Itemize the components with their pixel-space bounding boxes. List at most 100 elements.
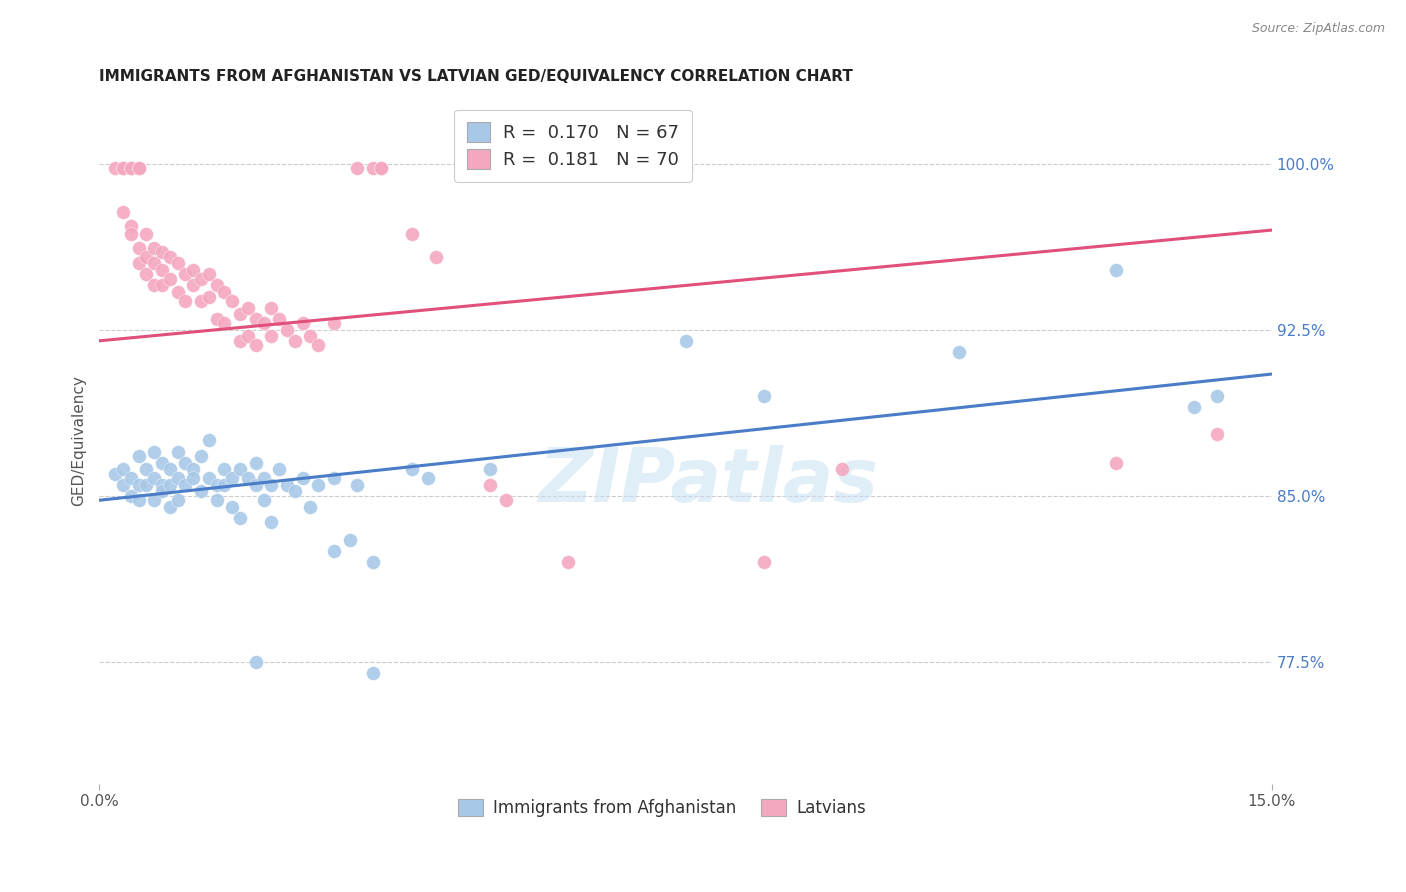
Point [120, 227, 142, 242]
Point [104, 161, 127, 175]
Point [181, 462, 204, 476]
Point [252, 493, 274, 508]
Point [135, 462, 157, 476]
Point [346, 477, 368, 491]
Point [166, 444, 188, 458]
Point [166, 256, 188, 270]
Point [1206, 426, 1229, 441]
Point [401, 227, 423, 242]
Point [221, 500, 243, 514]
Point [143, 278, 166, 293]
Point [198, 434, 221, 448]
Point [120, 161, 142, 175]
Point [307, 477, 329, 491]
Point [229, 462, 252, 476]
Point [1104, 456, 1126, 470]
Point [269, 311, 291, 326]
Point [166, 471, 188, 485]
Point [181, 278, 204, 293]
Point [948, 344, 970, 359]
Point [214, 316, 236, 330]
Y-axis label: GED/Equivalency: GED/Equivalency [72, 375, 86, 506]
Point [416, 471, 439, 485]
Point [229, 334, 252, 348]
Point [143, 493, 166, 508]
Point [143, 256, 166, 270]
Point [260, 301, 283, 315]
Point [221, 293, 243, 308]
Point [284, 484, 307, 499]
Point [299, 500, 322, 514]
Point [111, 161, 134, 175]
Point [323, 316, 346, 330]
Point [214, 285, 236, 299]
Point [291, 316, 314, 330]
Point [128, 161, 150, 175]
Point [135, 477, 157, 491]
Point [245, 456, 267, 470]
Point [128, 477, 150, 491]
Point [307, 338, 329, 352]
Point [174, 293, 197, 308]
Point [190, 449, 212, 463]
Point [135, 268, 157, 282]
Point [181, 471, 204, 485]
Point [214, 462, 236, 476]
Point [159, 250, 181, 264]
Point [120, 471, 142, 485]
Point [159, 500, 181, 514]
Point [135, 250, 157, 264]
Point [190, 293, 212, 308]
Point [214, 477, 236, 491]
Point [675, 161, 697, 175]
Point [174, 456, 197, 470]
Point [166, 493, 188, 508]
Point [401, 462, 423, 476]
Text: IMMIGRANTS FROM AFGHANISTAN VS LATVIAN GED/EQUIVALENCY CORRELATION CHART: IMMIGRANTS FROM AFGHANISTAN VS LATVIAN G… [100, 69, 853, 84]
Text: ZIPatlas: ZIPatlas [538, 445, 879, 518]
Point [159, 477, 181, 491]
Point [229, 307, 252, 321]
Point [111, 477, 134, 491]
Point [120, 161, 142, 175]
Point [557, 555, 579, 569]
Point [104, 467, 127, 481]
Point [159, 462, 181, 476]
Point [425, 250, 447, 264]
Point [190, 484, 212, 499]
Point [150, 278, 173, 293]
Point [198, 289, 221, 303]
Point [128, 241, 150, 255]
Point [260, 477, 283, 491]
Point [150, 484, 173, 499]
Point [111, 161, 134, 175]
Point [245, 655, 267, 669]
Point [174, 477, 197, 491]
Point [236, 301, 259, 315]
Point [323, 471, 346, 485]
Point [284, 334, 307, 348]
Point [150, 263, 173, 277]
Point [245, 477, 267, 491]
Point [361, 665, 384, 680]
Point [236, 471, 259, 485]
Point [159, 272, 181, 286]
Point [111, 205, 134, 219]
Point [269, 462, 291, 476]
Point [495, 493, 517, 508]
Point [205, 278, 228, 293]
Point [166, 285, 188, 299]
Point [370, 161, 392, 175]
Point [752, 389, 775, 403]
Point [252, 471, 274, 485]
Point [1104, 263, 1126, 277]
Point [128, 161, 150, 175]
Point [135, 227, 157, 242]
Point [205, 493, 228, 508]
Point [346, 161, 368, 175]
Point [596, 161, 619, 175]
Point [128, 256, 150, 270]
Point [260, 329, 283, 343]
Point [181, 263, 204, 277]
Point [205, 311, 228, 326]
